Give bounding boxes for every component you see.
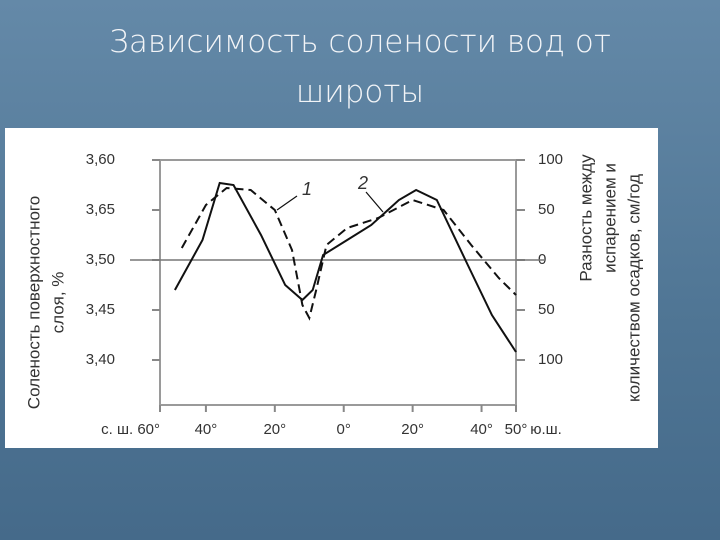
y-tick-label: 3,50 — [86, 251, 115, 268]
x-tick-label: 40° — [470, 421, 493, 438]
series-label: 1 — [302, 179, 312, 199]
chart-background — [5, 128, 658, 448]
y-tick-label: 3,60 — [86, 151, 115, 168]
slide-title: широты — [295, 74, 425, 110]
series-leader — [365, 191, 384, 213]
x-tick-label: 20° — [263, 421, 286, 438]
y2-tick-label: 100 — [538, 351, 563, 368]
y-axis-title: Соленость поверхностного — [24, 196, 43, 409]
x-tick-label: с. ш. 60° — [101, 421, 160, 438]
y-tick-label: 3,45 — [86, 301, 115, 318]
series-line — [180, 186, 517, 321]
y-tick-label: 3,65 — [86, 201, 115, 218]
slide-title: Зависимость солености вод от — [109, 24, 611, 60]
y2-axis-title: испарением и — [600, 163, 619, 273]
y2-axis-title: количеством осадков, см/год — [624, 174, 643, 402]
x-tick-label: 20° — [401, 421, 424, 438]
y2-tick-label: 50 — [538, 301, 555, 318]
series-leader — [276, 195, 298, 211]
y-axis-title: слоя, % — [48, 272, 67, 334]
series-line — [174, 181, 517, 353]
y-tick-label: 3,40 — [86, 351, 115, 368]
chart: 3,603,653,503,453,4010050050100с. ш. 60°… — [5, 128, 658, 448]
x-tick-label: 40° — [195, 421, 218, 438]
series-label: 2 — [357, 173, 368, 193]
x-tick-label: 50° — [505, 421, 528, 438]
y2-tick-label: 50 — [538, 201, 555, 218]
y2-axis-title: Разность между — [576, 154, 595, 282]
x-tick-label: 0° — [337, 421, 351, 438]
x-end-label: ю.ш. — [530, 421, 562, 438]
y2-tick-label: 100 — [538, 151, 563, 168]
